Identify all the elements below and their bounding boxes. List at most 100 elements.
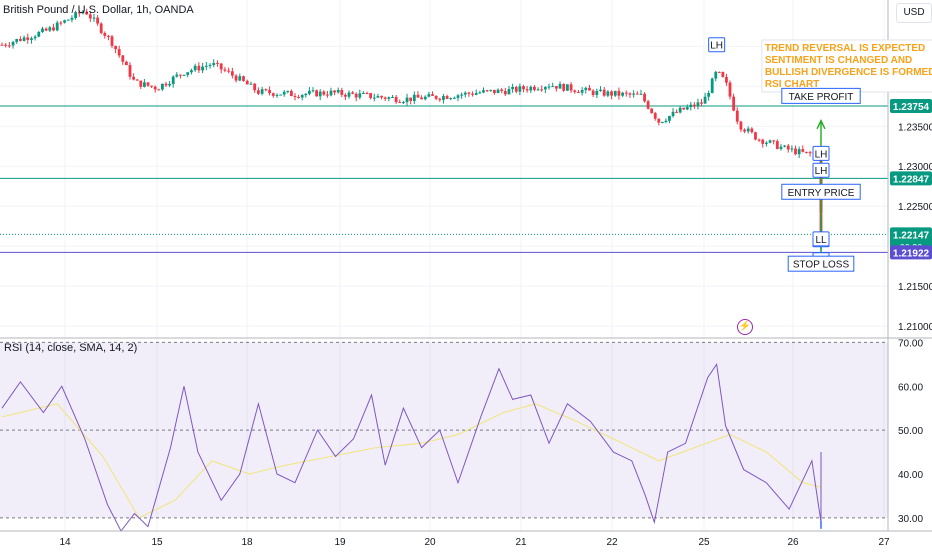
candle-body	[96, 17, 99, 24]
candle-body	[613, 90, 617, 96]
candle-body	[107, 35, 110, 37]
candle-body	[482, 90, 485, 93]
candles	[0, 8, 823, 246]
candle-body	[496, 89, 500, 94]
candle-body	[442, 96, 445, 100]
candle-body	[197, 65, 201, 71]
stop-loss-price-tag	[890, 245, 932, 260]
candle-body	[268, 89, 271, 94]
candle-body	[577, 91, 580, 93]
candle-body	[135, 79, 139, 81]
candle-body	[682, 107, 686, 110]
candle-body	[707, 93, 711, 97]
candle-body	[668, 116, 671, 121]
time-tick-label: 27	[878, 537, 890, 548]
candle-body	[161, 83, 164, 90]
time-tick-label: 26	[787, 537, 799, 548]
rsi-tick-label: 70.00	[898, 338, 923, 349]
candle-body	[533, 86, 536, 90]
candle-body	[478, 92, 482, 94]
candle-body	[646, 101, 650, 109]
pivot-marker-box	[812, 162, 830, 178]
candle-body	[249, 83, 253, 85]
candle-body	[234, 75, 238, 81]
candle-body	[653, 113, 657, 119]
candle-body	[146, 82, 150, 86]
candle-body	[26, 37, 30, 40]
candle-body	[632, 93, 636, 95]
alert-icon[interactable]: ⚡	[737, 319, 753, 335]
candle-body	[336, 90, 340, 93]
candle-body	[326, 94, 329, 96]
candle-body	[423, 96, 427, 100]
candle-body	[790, 148, 794, 150]
time-tick-label: 20	[424, 537, 436, 548]
grid-lines	[0, 0, 888, 531]
candle-body	[260, 89, 264, 94]
candle-body	[66, 19, 70, 21]
candle-body	[675, 111, 678, 113]
candle-body	[238, 76, 242, 81]
candle-body	[746, 128, 750, 132]
candle-body	[293, 96, 297, 98]
currency-button[interactable]: USD	[896, 3, 932, 23]
candle-body	[714, 71, 718, 79]
annotation-labels: LHLHLHLLLLLLTREND REVERSAL IS EXPECTEDSE…	[708, 37, 932, 272]
candle-body	[308, 90, 311, 94]
entry-price-label: 1.22847	[893, 174, 930, 185]
candle-body	[376, 96, 380, 98]
note-text-line: SENTIMENT IS CHANGED AND	[765, 55, 912, 66]
pivot-marker-label: LH	[710, 41, 723, 52]
candle-body	[402, 102, 405, 104]
candle-body	[412, 94, 416, 101]
candle-body	[420, 97, 423, 100]
candle-body	[30, 38, 33, 40]
candle-body	[808, 152, 812, 154]
candle-body	[125, 61, 128, 66]
candle-body	[750, 128, 754, 133]
candle-body	[103, 32, 107, 36]
rsi-line	[1, 362, 822, 532]
candle-body	[322, 91, 326, 95]
entry-price-box	[781, 183, 861, 200]
candle-body	[511, 86, 514, 90]
note-box	[761, 39, 932, 93]
candle-body	[489, 89, 493, 91]
candle-body	[0, 44, 4, 46]
candle-body	[438, 98, 442, 100]
rsi-tick-label: 30.00	[898, 514, 923, 525]
candle-body	[110, 36, 114, 46]
candle-body	[4, 44, 8, 46]
candle-body	[732, 96, 736, 111]
candle-body	[522, 86, 525, 90]
candle-body	[547, 86, 551, 88]
candle-body	[282, 91, 286, 95]
current-price-label: 1.22147	[893, 230, 930, 241]
candle-body	[427, 94, 431, 97]
candle-body	[204, 65, 208, 67]
candle-body	[728, 82, 732, 97]
candle-body	[617, 90, 621, 96]
candle-body	[227, 70, 231, 72]
candle-body	[175, 74, 179, 77]
candle-body	[700, 102, 703, 104]
candle-body	[318, 91, 322, 97]
candle-body	[500, 89, 504, 92]
candle-body	[569, 84, 573, 91]
candle-body	[628, 93, 632, 95]
candle-body	[44, 28, 48, 31]
candle-body	[157, 89, 161, 91]
pivot-marker-label: LH	[815, 149, 828, 160]
note-text-line: TREND REVERSAL IS EXPECTED	[765, 43, 925, 54]
candle-body	[529, 86, 533, 91]
candle-body	[340, 90, 344, 95]
candle-body	[354, 93, 358, 98]
candle-body	[551, 86, 555, 88]
candle-body	[794, 148, 797, 155]
candle-body	[493, 89, 496, 94]
candle-body	[595, 90, 599, 96]
candle-body	[507, 89, 511, 95]
candle-body	[365, 92, 369, 94]
candle-body	[660, 121, 664, 123]
